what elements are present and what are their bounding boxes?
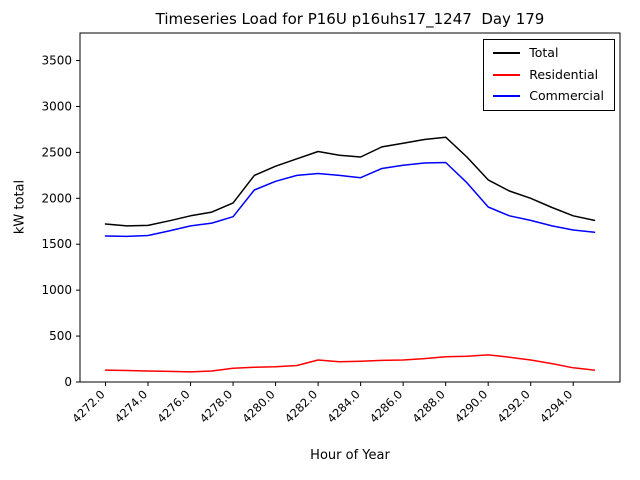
legend: Total Residential Commercial (483, 39, 615, 111)
total-line-swatch (493, 52, 521, 55)
svg-text:4272.0: 4272.0 (69, 387, 107, 425)
x-axis-label: Hour of Year (310, 448, 390, 463)
svg-text:4284.0: 4284.0 (324, 387, 362, 425)
svg-text:4286.0: 4286.0 (367, 387, 405, 425)
svg-text:1000: 1000 (41, 283, 72, 297)
legend-entry-residential: Residential (493, 66, 604, 82)
svg-text:4274.0: 4274.0 (112, 387, 150, 425)
legend-entry-total: Total (493, 45, 604, 60)
y-axis-label: kW total (12, 179, 28, 235)
legend-entry-commercial: Commercial (493, 88, 604, 103)
svg-text:4276.0: 4276.0 (154, 387, 192, 425)
svg-text:3500: 3500 (41, 54, 72, 68)
svg-text:1500: 1500 (41, 237, 72, 251)
commercial-line-swatch (493, 95, 521, 98)
svg-text:4282.0: 4282.0 (282, 387, 320, 425)
svg-text:4288.0: 4288.0 (409, 387, 447, 425)
svg-text:4292.0: 4292.0 (494, 387, 532, 425)
svg-text:500: 500 (49, 329, 72, 343)
svg-text:4290.0: 4290.0 (452, 387, 490, 425)
svg-text:3000: 3000 (41, 99, 72, 113)
svg-text:0: 0 (64, 375, 72, 389)
legend-label-commercial: Commercial (529, 88, 604, 103)
svg-text:4280.0: 4280.0 (239, 387, 277, 425)
legend-label-residential: Residential (529, 66, 599, 82)
chart-title: Timeseries Load for P16U p16uhs17_1247 D… (155, 10, 545, 28)
svg-text:2500: 2500 (41, 145, 72, 159)
svg-text:4278.0: 4278.0 (197, 387, 235, 425)
residential-line-swatch (493, 73, 521, 76)
svg-text:2000: 2000 (41, 191, 72, 205)
legend-label-total: Total (529, 45, 559, 60)
svg-text:4294.0: 4294.0 (537, 387, 575, 425)
